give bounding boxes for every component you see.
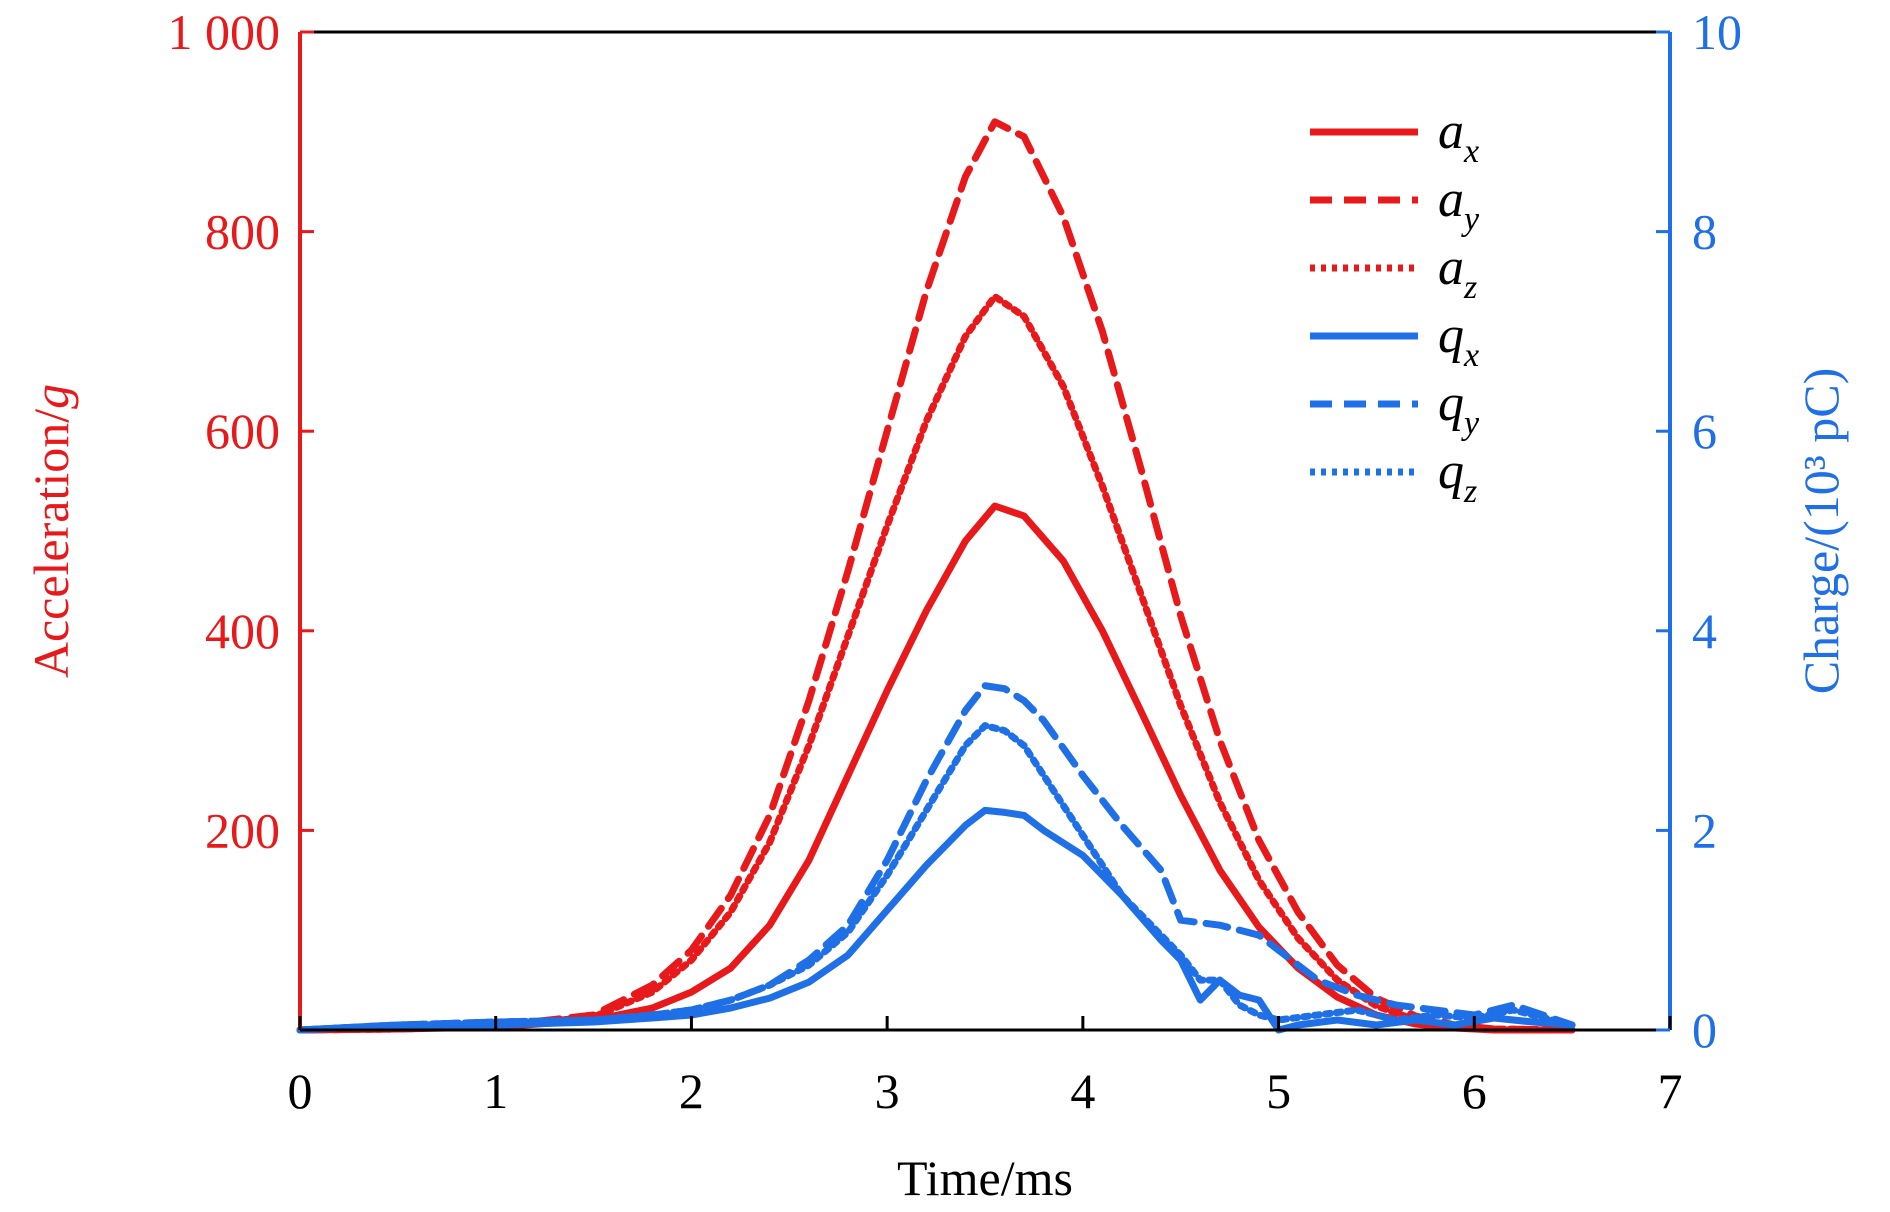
x-tick-label: 2 <box>679 1063 704 1119</box>
y-right-tick-label: 10 <box>1692 4 1742 60</box>
x-tick-label: 6 <box>1462 1063 1487 1119</box>
y-right-tick-label: 8 <box>1692 204 1717 260</box>
legend-subscript: y <box>1461 405 1480 442</box>
series-line-ax <box>296 502 1576 1034</box>
legend-subscript: z <box>1463 269 1477 306</box>
y-left-axis-title-text: Acceleration/ <box>23 409 79 678</box>
legend-subscript: y <box>1461 201 1480 238</box>
legend-label-ax: ax <box>1438 103 1479 170</box>
y-left-axis-title-unit: g <box>23 384 79 409</box>
x-tick-label: 3 <box>875 1063 900 1119</box>
y-left-tick-label: 400 <box>205 603 280 659</box>
legend-subscript: x <box>1463 133 1479 170</box>
legend-label-qy: qy <box>1438 375 1480 442</box>
legend-symbol: q <box>1438 307 1464 364</box>
series-line-ay <box>296 118 1576 1034</box>
x-axis-title: Time/ms <box>897 1150 1073 1206</box>
legend-label-ay: ay <box>1438 171 1480 238</box>
legend-label-az: az <box>1438 239 1477 306</box>
y-left-axis-title: Acceleration/g <box>23 384 79 678</box>
series-line-qx <box>296 806 1576 1034</box>
y-right-axis-title: Charge/(10³ pC) <box>1793 368 1849 695</box>
series-layer <box>296 118 1576 1034</box>
legend-symbol: q <box>1438 443 1464 500</box>
legend-subscript: x <box>1463 337 1479 374</box>
y-right-tick-label: 6 <box>1692 403 1717 459</box>
legend-subscript: z <box>1463 473 1477 510</box>
y-left-tick-label: 200 <box>205 802 280 858</box>
ticks-layer: 0 1 2 3 4 5 6 7 200 400 600 800 1 000 0 2 4 6 8 10 <box>168 4 1743 1119</box>
x-tick-label: 7 <box>1658 1063 1683 1119</box>
legend-label-qx: qx <box>1438 307 1479 374</box>
legend-symbol: a <box>1438 239 1464 296</box>
y-left-tick-label: 600 <box>205 403 280 459</box>
series-line-qz <box>296 722 1576 1034</box>
y-right-tick-label: 0 <box>1692 1002 1717 1058</box>
y-right-tick-label: 2 <box>1692 802 1717 858</box>
legend-symbol: a <box>1438 103 1464 160</box>
x-tick-label: 5 <box>1266 1063 1291 1119</box>
legend-symbol: a <box>1438 171 1464 228</box>
y-left-tick-label: 1 000 <box>168 4 281 60</box>
x-tick-label: 0 <box>288 1063 313 1119</box>
legend-label-qz: qz <box>1438 443 1477 510</box>
legend-symbol: q <box>1438 375 1464 432</box>
y-left-tick-label: 800 <box>205 204 280 260</box>
y-right-tick-label: 4 <box>1692 603 1717 659</box>
x-tick-label: 4 <box>1070 1063 1095 1119</box>
x-tick-label: 1 <box>483 1063 508 1119</box>
